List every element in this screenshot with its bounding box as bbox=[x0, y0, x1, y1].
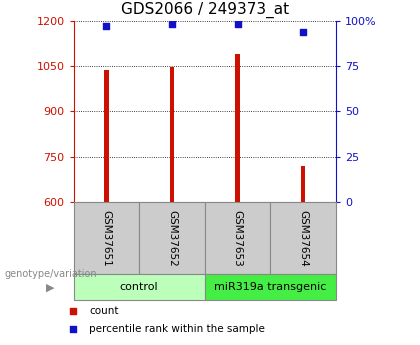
Bar bbox=[104, 70, 109, 202]
Bar bbox=[301, 166, 305, 202]
Text: miR319a transgenic: miR319a transgenic bbox=[214, 282, 327, 292]
Point bbox=[70, 326, 76, 332]
Bar bbox=[74, 202, 139, 274]
Bar bbox=[205, 274, 336, 300]
Bar bbox=[235, 54, 240, 202]
Text: control: control bbox=[120, 282, 158, 292]
Bar bbox=[205, 202, 270, 274]
Text: ▶: ▶ bbox=[46, 282, 55, 292]
Point bbox=[70, 308, 76, 314]
Point bbox=[234, 22, 241, 27]
Bar bbox=[74, 274, 205, 300]
Point bbox=[168, 22, 175, 27]
Text: GSM37651: GSM37651 bbox=[101, 210, 111, 266]
Text: GSM37654: GSM37654 bbox=[298, 210, 308, 266]
Text: count: count bbox=[89, 306, 119, 316]
Bar bbox=[170, 68, 174, 202]
Point bbox=[300, 29, 307, 34]
Point bbox=[103, 23, 110, 29]
Text: GSM37652: GSM37652 bbox=[167, 210, 177, 266]
Text: genotype/variation: genotype/variation bbox=[4, 269, 97, 279]
Title: GDS2066 / 249373_at: GDS2066 / 249373_at bbox=[121, 2, 289, 18]
Bar bbox=[139, 202, 205, 274]
Text: percentile rank within the sample: percentile rank within the sample bbox=[89, 324, 265, 334]
Bar bbox=[270, 202, 336, 274]
Text: GSM37653: GSM37653 bbox=[233, 210, 243, 266]
